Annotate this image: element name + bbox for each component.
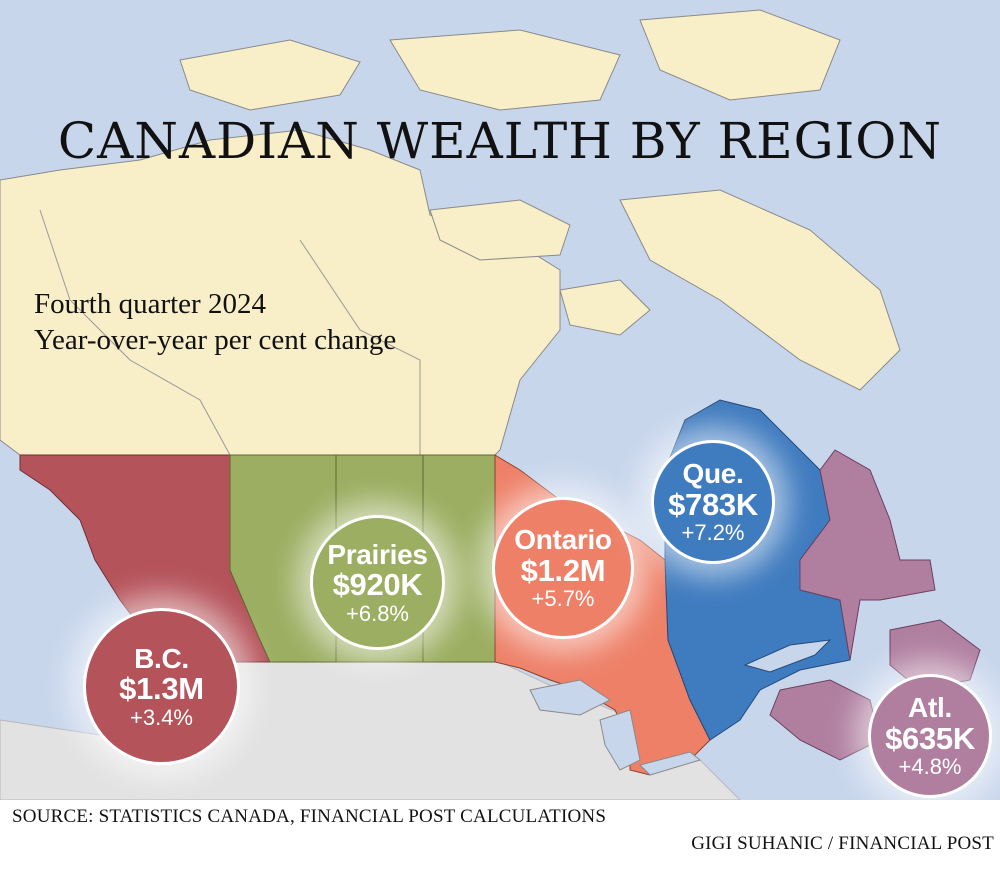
- region-name: Prairies: [327, 538, 428, 570]
- region-change: +5.7%: [531, 586, 595, 612]
- territory-border: [299, 239, 421, 455]
- region-value: $1.2M: [520, 552, 606, 588]
- arctic-islands: [639, 9, 841, 101]
- baffin-island: [619, 189, 901, 391]
- region-change: +4.8%: [898, 754, 962, 780]
- region-bubble-bc: B.C. $1.3M +3.4%: [83, 608, 240, 765]
- arctic-islands: [389, 29, 621, 111]
- page-title: CANADIAN WEALTH BY REGION: [57, 112, 943, 170]
- victoria-island: [429, 199, 571, 261]
- great-lake: [599, 709, 641, 771]
- region-value: $920K: [332, 567, 423, 603]
- region-change: +7.2%: [681, 520, 745, 546]
- arctic-islands: [179, 39, 361, 111]
- region-atl: [799, 449, 936, 661]
- region-bubble-que: Que. $783K +7.2%: [651, 440, 775, 564]
- great-lake: [529, 679, 611, 716]
- region-change: +3.4%: [130, 704, 193, 730]
- region-value: $635K: [885, 720, 975, 756]
- footer-band: [0, 800, 1000, 877]
- great-lake: [639, 751, 702, 776]
- region-change: +6.8%: [346, 600, 409, 626]
- region-bubble-ontario: Ontario $1.2M +5.7%: [492, 497, 634, 639]
- source-line: SOURCE: STATISTICS CANADA, FINANCIAL POS…: [12, 806, 607, 827]
- subtitle-measure: Year-over-year per cent change: [34, 324, 397, 356]
- region-name: Que.: [682, 458, 744, 490]
- region-value: $783K: [668, 486, 758, 522]
- subtitle-period: Fourth quarter 2024: [34, 288, 266, 320]
- region-name: Ontario: [514, 524, 612, 556]
- region-name: B.C.: [134, 642, 189, 674]
- region-atl: [889, 619, 981, 691]
- region-atl: [769, 679, 881, 761]
- credit-line: GIGI SUHANIC / FINANCIAL POST: [691, 833, 994, 854]
- southampton-island: [559, 279, 651, 336]
- region-bubble-atl: Atl. $635K +4.8%: [868, 674, 992, 798]
- region-bubble-prairies: Prairies $920K +6.8%: [310, 515, 445, 650]
- st-lawrence-river: [743, 639, 832, 673]
- region-name: Atl.: [908, 692, 952, 724]
- territory-border: [39, 209, 231, 456]
- region-value: $1.3M: [119, 671, 204, 707]
